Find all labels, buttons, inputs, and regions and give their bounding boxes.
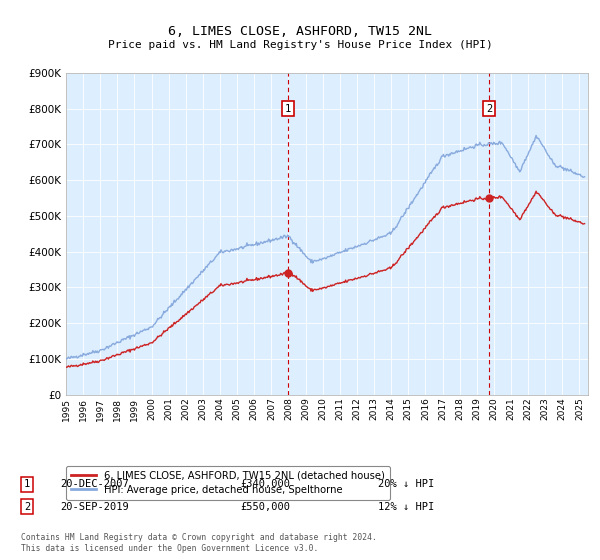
Text: 2: 2 xyxy=(24,502,30,512)
Text: 12% ↓ HPI: 12% ↓ HPI xyxy=(378,502,434,512)
Text: 20-SEP-2019: 20-SEP-2019 xyxy=(60,502,129,512)
Text: 20-DEC-2007: 20-DEC-2007 xyxy=(60,479,129,489)
Text: £550,000: £550,000 xyxy=(240,502,290,512)
Text: Price paid vs. HM Land Registry's House Price Index (HPI): Price paid vs. HM Land Registry's House … xyxy=(107,40,493,50)
Text: Contains HM Land Registry data © Crown copyright and database right 2024.
This d: Contains HM Land Registry data © Crown c… xyxy=(21,533,377,553)
Text: 2: 2 xyxy=(486,104,492,114)
Text: 1: 1 xyxy=(24,479,30,489)
Legend: 6, LIMES CLOSE, ASHFORD, TW15 2NL (detached house), HPI: Average price, detached: 6, LIMES CLOSE, ASHFORD, TW15 2NL (detac… xyxy=(66,466,389,500)
Text: 1: 1 xyxy=(285,104,291,114)
Text: 20% ↓ HPI: 20% ↓ HPI xyxy=(378,479,434,489)
Text: 6, LIMES CLOSE, ASHFORD, TW15 2NL: 6, LIMES CLOSE, ASHFORD, TW15 2NL xyxy=(168,25,432,38)
Text: £340,000: £340,000 xyxy=(240,479,290,489)
